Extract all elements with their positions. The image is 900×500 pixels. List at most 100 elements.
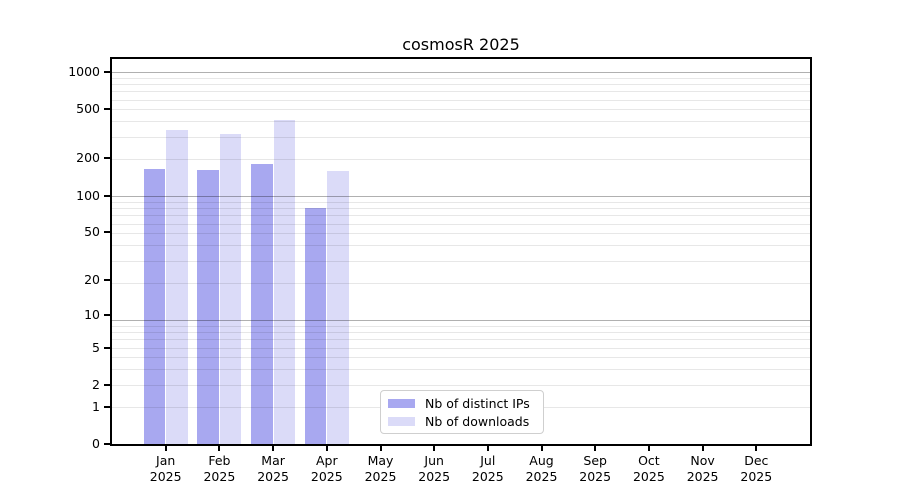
minor-gridline — [112, 325, 810, 327]
x-tick-label: Feb 2025 — [187, 453, 251, 485]
minor-gridline — [112, 339, 810, 341]
x-tick — [486, 446, 489, 451]
bar-distinct-ips — [143, 168, 166, 444]
x-tick-month: Apr — [315, 453, 338, 468]
y-tick-label: 100 — [76, 187, 100, 203]
minor-gridline — [112, 208, 810, 209]
x-tick-month: Sep — [583, 453, 607, 468]
bar-distinct-ips — [251, 164, 273, 444]
x-tick-year: 2025 — [471, 469, 504, 484]
minor-gridline — [112, 245, 810, 247]
legend-swatch-distinct-ips — [388, 398, 415, 408]
x-tick-label: Jan 2025 — [134, 453, 198, 485]
legend-label-downloads: Nb of downloads — [425, 413, 530, 429]
y-tick — [104, 383, 110, 386]
y-tick — [104, 70, 110, 73]
x-tick — [755, 446, 758, 451]
minor-gridline — [112, 282, 810, 284]
x-tick — [164, 446, 167, 451]
x-tick-month: Jan — [156, 453, 176, 468]
x-tick-label: Jul 2025 — [456, 453, 520, 485]
y-tick — [104, 405, 110, 408]
x-tick-label: Oct 2025 — [617, 453, 681, 485]
y-tick — [104, 157, 110, 160]
legend-label-distinct-ips: Nb of distinct IPs — [425, 395, 530, 411]
minor-gridline — [112, 357, 810, 359]
x-tick-year: 2025 — [632, 469, 665, 484]
x-tick-label: Nov 2025 — [671, 453, 735, 485]
x-tick-label: Jun 2025 — [402, 453, 466, 485]
x-tick — [540, 446, 543, 451]
chart-title: cosmosR 2025 — [402, 35, 520, 54]
y-tick-label: 20 — [84, 272, 100, 287]
x-tick-label: Sep 2025 — [563, 453, 627, 485]
minor-gridline — [112, 158, 810, 160]
bar-downloads — [166, 130, 188, 444]
minor-gridline — [112, 332, 810, 333]
major-gridline — [112, 196, 810, 197]
x-tick-month: Mar — [261, 453, 285, 468]
y-tick-label: 50 — [84, 224, 100, 240]
bar-downloads — [273, 119, 296, 444]
x-tick — [594, 446, 597, 451]
legend-item-distinct-ips: Nb of distinct IPs — [381, 396, 543, 411]
x-tick — [647, 446, 650, 451]
x-tick-month: Dec — [744, 453, 769, 468]
y-tick — [104, 194, 110, 197]
y-tick-label: 500 — [76, 101, 100, 117]
minor-gridline — [112, 99, 810, 101]
x-tick-year: 2025 — [418, 469, 451, 484]
y-tick-label: 2 — [92, 376, 100, 392]
x-tick-month: Feb — [208, 453, 231, 468]
minor-gridline — [112, 77, 810, 79]
minor-gridline — [112, 201, 810, 203]
y-tick-label: 200 — [76, 150, 100, 166]
x-tick — [325, 446, 328, 451]
x-tick-year: 2025 — [310, 469, 343, 484]
x-tick-year: 2025 — [740, 469, 773, 484]
y-tick — [104, 108, 110, 111]
x-tick-month: Nov — [690, 453, 715, 468]
minor-gridline — [112, 384, 810, 386]
y-tick-label: 0 — [92, 436, 100, 451]
x-tick-label: Apr 2025 — [295, 453, 359, 485]
y-tick — [104, 231, 110, 234]
y-tick — [104, 279, 110, 281]
y-tick-label: 5 — [92, 339, 100, 355]
y-tick — [104, 443, 110, 445]
plot-area — [110, 57, 812, 446]
y-tick-label: 10 — [84, 306, 100, 322]
x-tick-label: Aug 2025 — [510, 453, 574, 485]
x-tick-label: May 2025 — [349, 453, 413, 485]
bar-downloads — [219, 133, 242, 444]
minor-gridline — [112, 121, 810, 123]
y-tick-label: 1000 — [68, 63, 100, 79]
x-tick-year: 2025 — [149, 469, 182, 484]
x-tick-year: 2025 — [257, 469, 289, 484]
x-tick-month: Oct — [638, 453, 660, 468]
minor-gridline — [112, 91, 810, 93]
x-tick-year: 2025 — [686, 469, 719, 484]
bar-downloads — [327, 171, 349, 444]
minor-gridline — [112, 136, 810, 138]
x-tick-month: May — [367, 453, 394, 468]
x-tick — [218, 446, 221, 451]
y-tick-label: 1 — [92, 398, 100, 414]
x-tick — [701, 446, 704, 451]
minor-gridline — [112, 109, 810, 111]
x-tick-label: Mar 2025 — [241, 453, 305, 485]
bar-distinct-ips — [197, 170, 219, 444]
legend: Nb of distinct IPs Nb of downloads — [380, 390, 544, 434]
x-tick — [272, 446, 275, 451]
x-tick — [433, 446, 436, 451]
x-tick-year: 2025 — [525, 469, 558, 484]
x-tick-label: Dec 2025 — [724, 453, 788, 485]
minor-gridline — [112, 215, 810, 217]
y-tick — [104, 346, 110, 349]
minor-gridline — [112, 369, 810, 371]
minor-gridline — [112, 347, 810, 349]
x-tick-year: 2025 — [579, 469, 612, 484]
legend-swatch-downloads — [388, 416, 415, 426]
x-tick-month: Jun — [424, 453, 444, 468]
